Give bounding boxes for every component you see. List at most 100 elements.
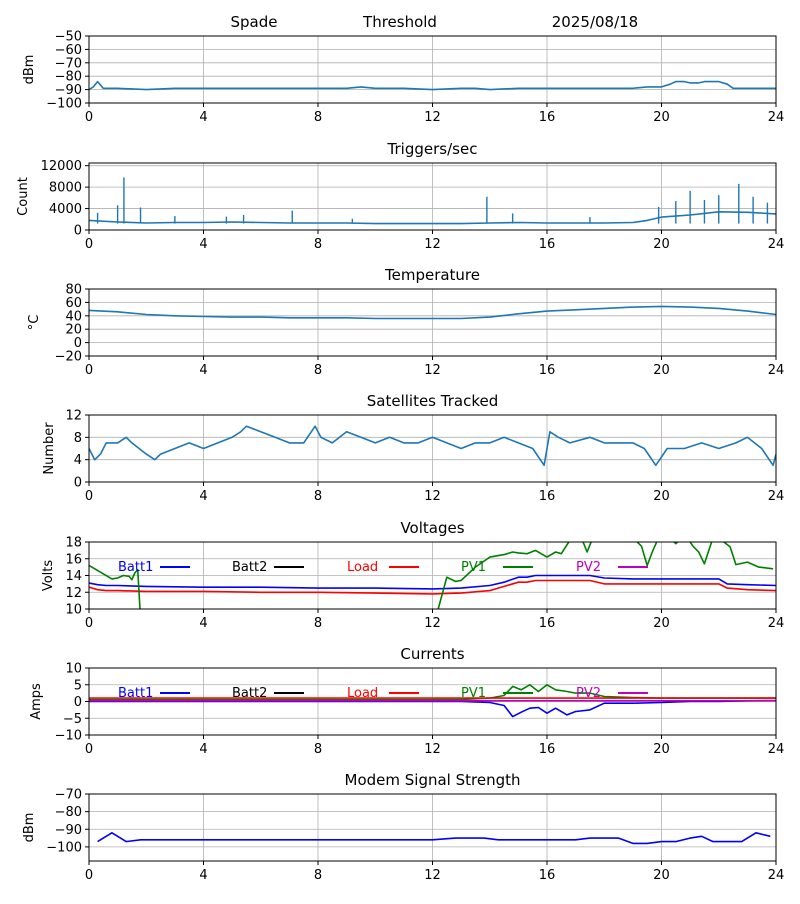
y-tick-label: −80: [55, 70, 82, 85]
y-tick-label: 16: [65, 552, 82, 567]
y-tick-label: −100: [46, 97, 82, 112]
x-tick-label: 4: [199, 237, 207, 252]
x-tick-label: 20: [653, 110, 670, 125]
series-line-1: [89, 305, 776, 320]
x-tick-label: 16: [539, 489, 556, 504]
chart-panel-4: 0 4 8 12 16 20 24 0 4 8 12 Satellites Tracked Number: [42, 392, 784, 504]
series-line-1: [89, 80, 776, 91]
x-tick-label: 8: [314, 742, 322, 757]
x-tick-label: 8: [314, 237, 322, 252]
x-tick-label: 8: [314, 489, 322, 504]
y-tick-label: 18: [65, 536, 82, 551]
y-tick-label: −20: [55, 350, 82, 365]
y-tick-label: 12: [65, 409, 82, 424]
x-tick-label: 12: [424, 868, 441, 883]
y-tick-label: 0: [74, 476, 82, 491]
y-tick-label: 12000: [41, 159, 82, 174]
y-axis-label: dBm: [22, 55, 37, 85]
y-tick-label: 4: [74, 453, 82, 468]
x-tick-label: 24: [768, 868, 785, 883]
series-line-1: [89, 211, 776, 225]
x-tick-label: 16: [539, 742, 556, 757]
y-tick-label: 10: [65, 603, 82, 618]
x-tick-label: 24: [768, 489, 785, 504]
y-tick-label: −100: [46, 840, 82, 855]
x-tick-label: 24: [768, 616, 785, 631]
y-tick-label: 8: [74, 431, 82, 446]
legend-label-batt2: Batt2: [232, 686, 267, 701]
series-line-1: [97, 831, 771, 845]
y-tick-label: −5: [63, 712, 82, 727]
x-tick-label: 16: [539, 363, 556, 378]
y-tick-label: −60: [55, 43, 82, 58]
x-tick-label: 12: [424, 110, 441, 125]
x-tick-label: 4: [199, 363, 207, 378]
chart-panel-2: 0 4 8 12 16 20 24 0 4000 8000 12000 Triggers/sec Cou…: [16, 140, 784, 252]
x-tick-label: 0: [85, 868, 93, 883]
panel-title: Temperature: [384, 266, 480, 284]
x-tick-label: 20: [653, 489, 670, 504]
y-tick-label: 14: [65, 569, 82, 584]
y-tick-label: 80: [65, 283, 82, 298]
y-axis-label: Amps: [29, 683, 44, 720]
x-tick-label: 0: [85, 489, 93, 504]
x-tick-label: 16: [539, 237, 556, 252]
y-tick-label: 12: [65, 586, 82, 601]
x-tick-label: 12: [424, 489, 441, 504]
x-tick-label: 0: [85, 363, 93, 378]
x-tick-label: 4: [199, 110, 207, 125]
panel-title: Triggers/sec: [387, 140, 478, 158]
x-tick-label: 8: [314, 616, 322, 631]
legend-label-pv2: PV2: [576, 686, 601, 701]
chart-panel-7: 0 4 8 12 16 20 24 −100 −90 −80 −70 Modem Signal Str…: [22, 771, 784, 883]
y-tick-label: −10: [55, 729, 82, 744]
series-line-1: [89, 425, 776, 467]
x-tick-label: 8: [314, 110, 322, 125]
header-mode: Threshold: [362, 13, 437, 31]
header-date: 2025/08/18: [552, 13, 638, 31]
legend-label-pv1: PV1: [461, 686, 486, 701]
x-tick-label: 4: [199, 868, 207, 883]
y-tick-label: −70: [55, 788, 82, 803]
y-axis-label: °C: [27, 315, 42, 331]
panel-title: Modem Signal Strength: [345, 771, 521, 789]
x-tick-label: 4: [199, 616, 207, 631]
y-tick-label: 5: [74, 678, 82, 693]
y-tick-label: −70: [55, 56, 82, 71]
x-tick-label: 20: [653, 868, 670, 883]
series-line-load: [89, 579, 776, 595]
y-tick-label: −50: [55, 30, 82, 45]
series-line-pv1: [89, 542, 774, 609]
y-tick-label: −90: [55, 83, 82, 98]
chart-panel-1: 0 4 8 12 16 20 24 −100−90−80−70−60−50 dBm: [22, 30, 784, 126]
y-tick-label: 10: [65, 662, 82, 677]
x-tick-label: 4: [199, 742, 207, 757]
y-axis-label: dBm: [22, 813, 37, 843]
y-tick-label: 0: [74, 695, 82, 710]
x-tick-label: 20: [653, 363, 670, 378]
y-axis-label: Count: [16, 177, 31, 216]
x-tick-label: 0: [85, 237, 93, 252]
x-tick-label: 24: [768, 742, 785, 757]
x-tick-label: 0: [85, 616, 93, 631]
x-tick-label: 8: [314, 868, 322, 883]
panel-title: Currents: [400, 645, 464, 663]
header-site: Spade: [231, 13, 278, 31]
y-axis-label: Number: [42, 422, 57, 475]
x-tick-label: 4: [199, 489, 207, 504]
y-axis-label: Volts: [41, 560, 56, 592]
x-tick-label: 20: [653, 616, 670, 631]
x-tick-label: 24: [768, 363, 785, 378]
x-tick-label: 16: [539, 110, 556, 125]
y-tick-label: 0: [74, 336, 82, 351]
x-tick-label: 8: [314, 363, 322, 378]
y-tick-label: −90: [55, 823, 82, 838]
legend-label-batt2: Batt2: [232, 560, 267, 575]
x-tick-label: 12: [424, 363, 441, 378]
